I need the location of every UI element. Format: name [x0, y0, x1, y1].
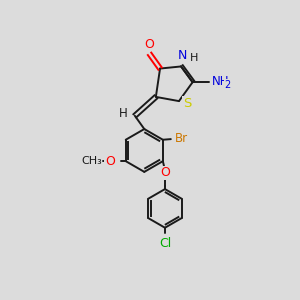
Text: O: O — [145, 38, 154, 51]
Text: H: H — [119, 107, 128, 120]
Text: Br: Br — [174, 132, 188, 145]
Text: CH₃: CH₃ — [81, 156, 102, 166]
Text: Cl: Cl — [159, 237, 171, 250]
Text: N: N — [177, 49, 187, 62]
Text: S: S — [183, 97, 191, 110]
Text: 2: 2 — [224, 80, 231, 90]
Text: NH: NH — [212, 75, 229, 88]
Text: O: O — [105, 155, 115, 168]
Text: H: H — [190, 53, 198, 63]
Text: O: O — [160, 166, 170, 179]
